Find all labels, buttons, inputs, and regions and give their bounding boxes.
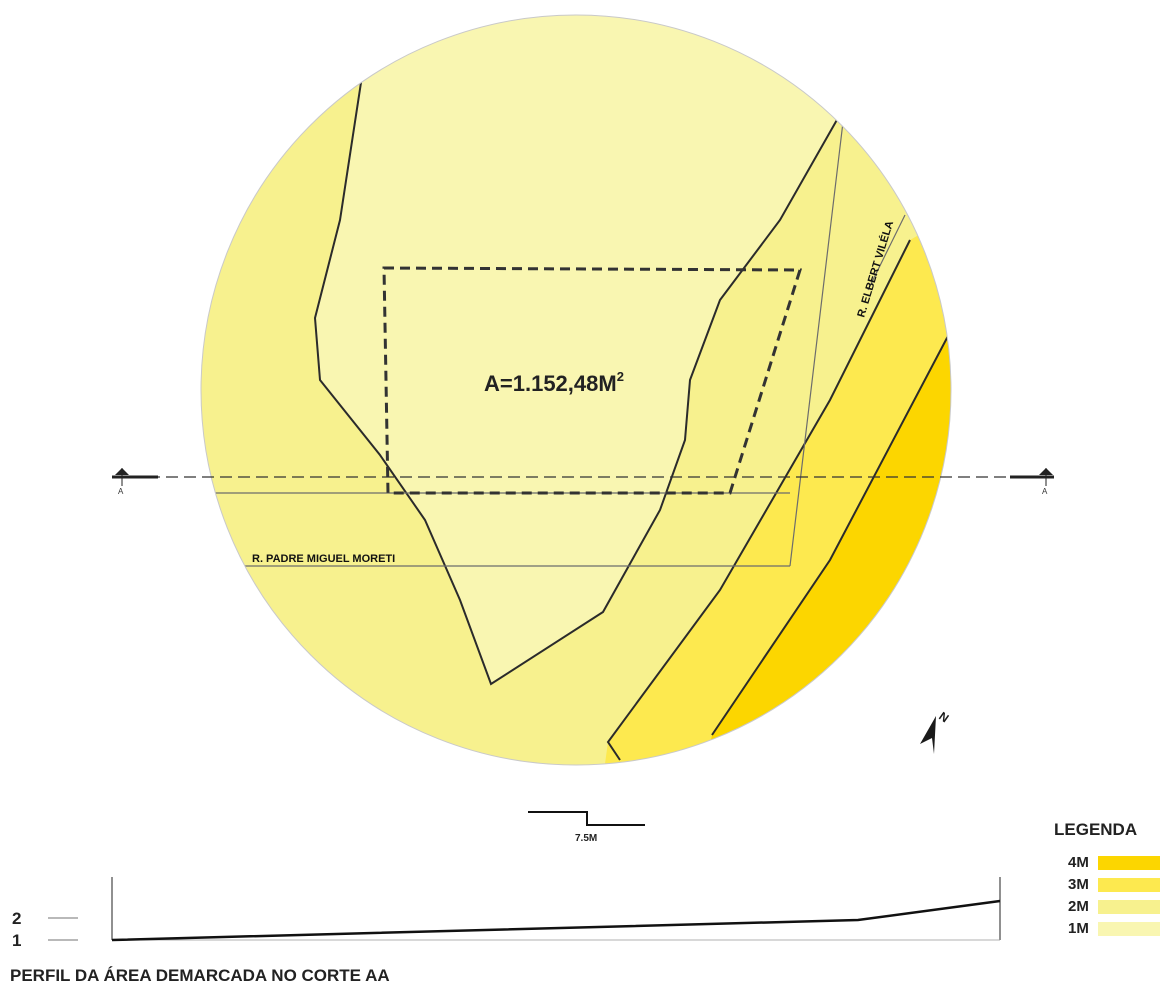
- legend-swatch-2m: [1098, 900, 1160, 914]
- section-marker-left: A: [112, 468, 158, 496]
- area-label: A=1.152,48M2: [484, 369, 624, 396]
- section-marker-right-label: A: [1042, 487, 1048, 496]
- contour-map: [201, 15, 951, 765]
- north-label: N: [936, 709, 951, 725]
- legend-swatch-3m: [1098, 878, 1160, 892]
- section-marker-right: A: [1010, 468, 1054, 496]
- area-label-superscript: 2: [617, 369, 624, 384]
- profile-y-label-1: 1: [12, 931, 21, 950]
- legend-swatch-4m: [1098, 856, 1160, 870]
- legend-swatch-1m: [1098, 922, 1160, 936]
- north-arrow: N: [920, 709, 951, 754]
- contour-line-3m: [606, 239, 911, 761]
- legend-label-3m: 3M: [1068, 876, 1089, 893]
- scale-label: 7.5M: [575, 833, 597, 844]
- contour-line-1m-left: [313, 75, 839, 686]
- section-marker-left-label: A: [118, 487, 124, 496]
- scale-bar: 7.5M: [528, 811, 645, 844]
- contour-line-4m: [711, 335, 949, 736]
- profile-y-label-2: 2: [12, 909, 21, 928]
- street-elbert-lines: [789, 121, 906, 567]
- zone-1m: [315, 15, 838, 684]
- legend: LEGENDA 4M 3M 2M 1M: [1054, 820, 1160, 937]
- legend-label-4m: 4M: [1068, 854, 1089, 871]
- profile-title: PERFIL DA ÁREA DEMARCADA NO CORTE AA: [10, 966, 390, 985]
- legend-label-2m: 2M: [1068, 898, 1089, 915]
- profile-section: 2 1 PERFIL DA ÁREA DEMARCADA NO CORTE AA: [10, 877, 1001, 985]
- street-label-padre: R. PADRE MIGUEL MORETI: [252, 553, 395, 565]
- area-label-text: A=1.152,48M: [484, 371, 617, 396]
- demarcated-area: [382, 266, 803, 495]
- north-arrow-icon: [920, 716, 936, 754]
- legend-label-1m: 1M: [1068, 920, 1089, 937]
- profile-terrain-line: [111, 899, 1001, 942]
- map-circle-outline: [200, 14, 952, 766]
- legend-title: LEGENDA: [1054, 820, 1137, 839]
